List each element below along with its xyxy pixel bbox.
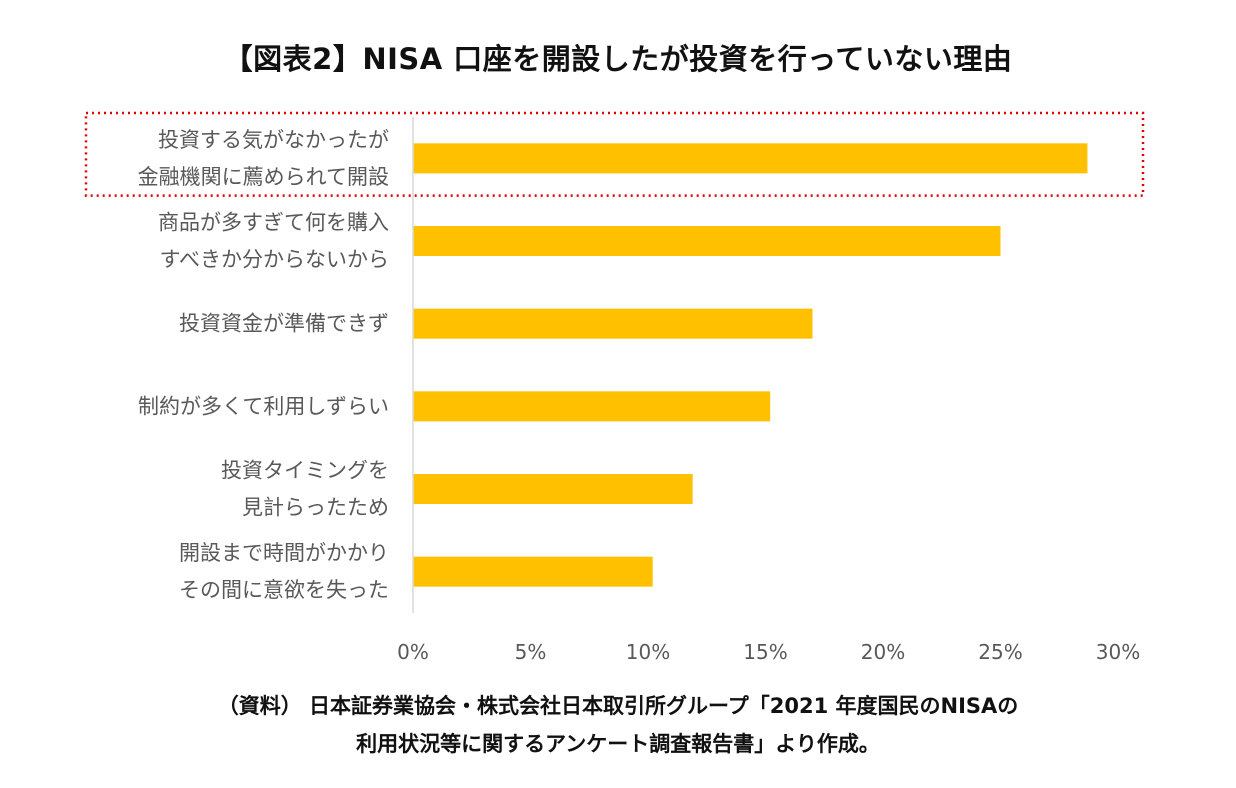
x-tick-label-6: 30% (1096, 640, 1140, 664)
bar-2 (413, 308, 813, 339)
bar-0 (413, 143, 1088, 174)
bar-3 (413, 391, 771, 422)
category-label-5-1: その間に意欲を失った (179, 578, 389, 602)
category-label-0-0: 投資する気がなかったが (158, 128, 389, 152)
category-label-1-1: すべきか分からないから (159, 248, 389, 272)
category-label-4-0: 投資タイミングを (221, 459, 389, 483)
x-tick-label-2: 10% (626, 640, 670, 664)
x-tick-label-4: 20% (861, 640, 905, 664)
x-tick-label-1: 5% (515, 640, 547, 664)
bar-5 (413, 556, 653, 587)
category-label-4-1: 見計らったため (242, 496, 389, 520)
bar-chart: 投資する気がなかったが金融機関に薦められて開設商品が多すぎて何を購入すべきか分か… (84, 111, 1145, 664)
category-label-1-0: 商品が多すぎて何を購入 (158, 211, 389, 235)
x-tick-label-0: 0% (397, 640, 429, 664)
source-note-line2: 利用状況等に関するアンケート調査報告書」より作成。 (356, 732, 880, 756)
chart-title: 【図表2】NISA 口座を開設したが投資を行っていない理由 (223, 42, 1013, 76)
highlight-box (84, 111, 1145, 197)
x-tick-label-3: 15% (743, 640, 787, 664)
bar-4 (413, 474, 693, 504)
source-note-line1: （資料） 日本証券業協会・株式会社日本取引所グループ「2021 年度国民のNIS… (217, 694, 1019, 718)
category-label-3-0: 制約が多くて利用しずらい (138, 394, 389, 418)
bar-1 (413, 226, 1001, 256)
x-tick-label-5: 25% (978, 640, 1022, 664)
category-label-0-1: 金融機関に薦められて開設 (138, 165, 389, 189)
category-label-5-0: 開設まで時間がかかり (179, 541, 389, 565)
category-label-2-0: 投資資金が準備できず (179, 312, 389, 336)
